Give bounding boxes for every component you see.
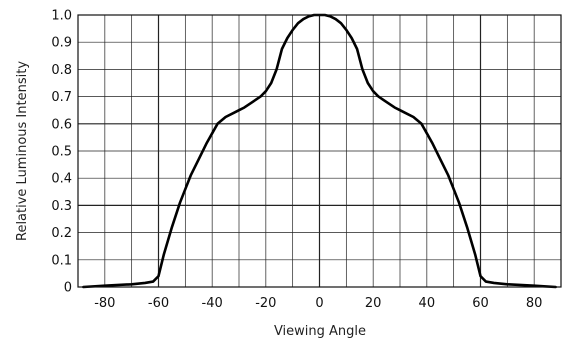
y-tick-label: 1.0	[51, 9, 72, 24]
x-tick-label: 40	[419, 296, 436, 311]
x-tick-label: 0	[315, 296, 323, 311]
x-tick-label: 20	[365, 296, 382, 311]
y-tick-label: 0.7	[51, 90, 72, 105]
x-tick-label: -80	[94, 296, 115, 311]
y-tick-label: 0.3	[51, 199, 72, 214]
plot-frame	[77, 14, 562, 288]
y-tick-label: 0	[64, 281, 72, 296]
x-tick-label: 80	[526, 296, 543, 311]
x-tick-label: -20	[255, 296, 276, 311]
y-tick-label: 0.5	[51, 145, 72, 160]
x-tick-label: 60	[472, 296, 489, 311]
x-axis-title: Viewing Angle	[274, 324, 366, 339]
y-tick-label: 0.9	[51, 36, 72, 51]
y-tick-labels: 0 0.1 0.2 0.3 0.4 0.5 0.6 0.7 0.8 0.9 1.0	[51, 9, 72, 296]
grid-lines	[78, 15, 561, 287]
x-tick-label: -60	[148, 296, 169, 311]
y-tick-label: 0.4	[51, 172, 72, 187]
y-tick-label: 0.6	[51, 117, 72, 132]
x-tick-labels: -80 -60 -40 -20 0 20 40 60 80	[94, 296, 542, 311]
y-tick-label: 0.8	[51, 63, 72, 78]
x-tick-label: -40	[202, 296, 223, 311]
y-axis-title: Relative Luminous Intensity	[15, 61, 30, 241]
y-tick-label: 0.2	[51, 226, 72, 241]
y-tick-label: 0.1	[51, 253, 72, 268]
